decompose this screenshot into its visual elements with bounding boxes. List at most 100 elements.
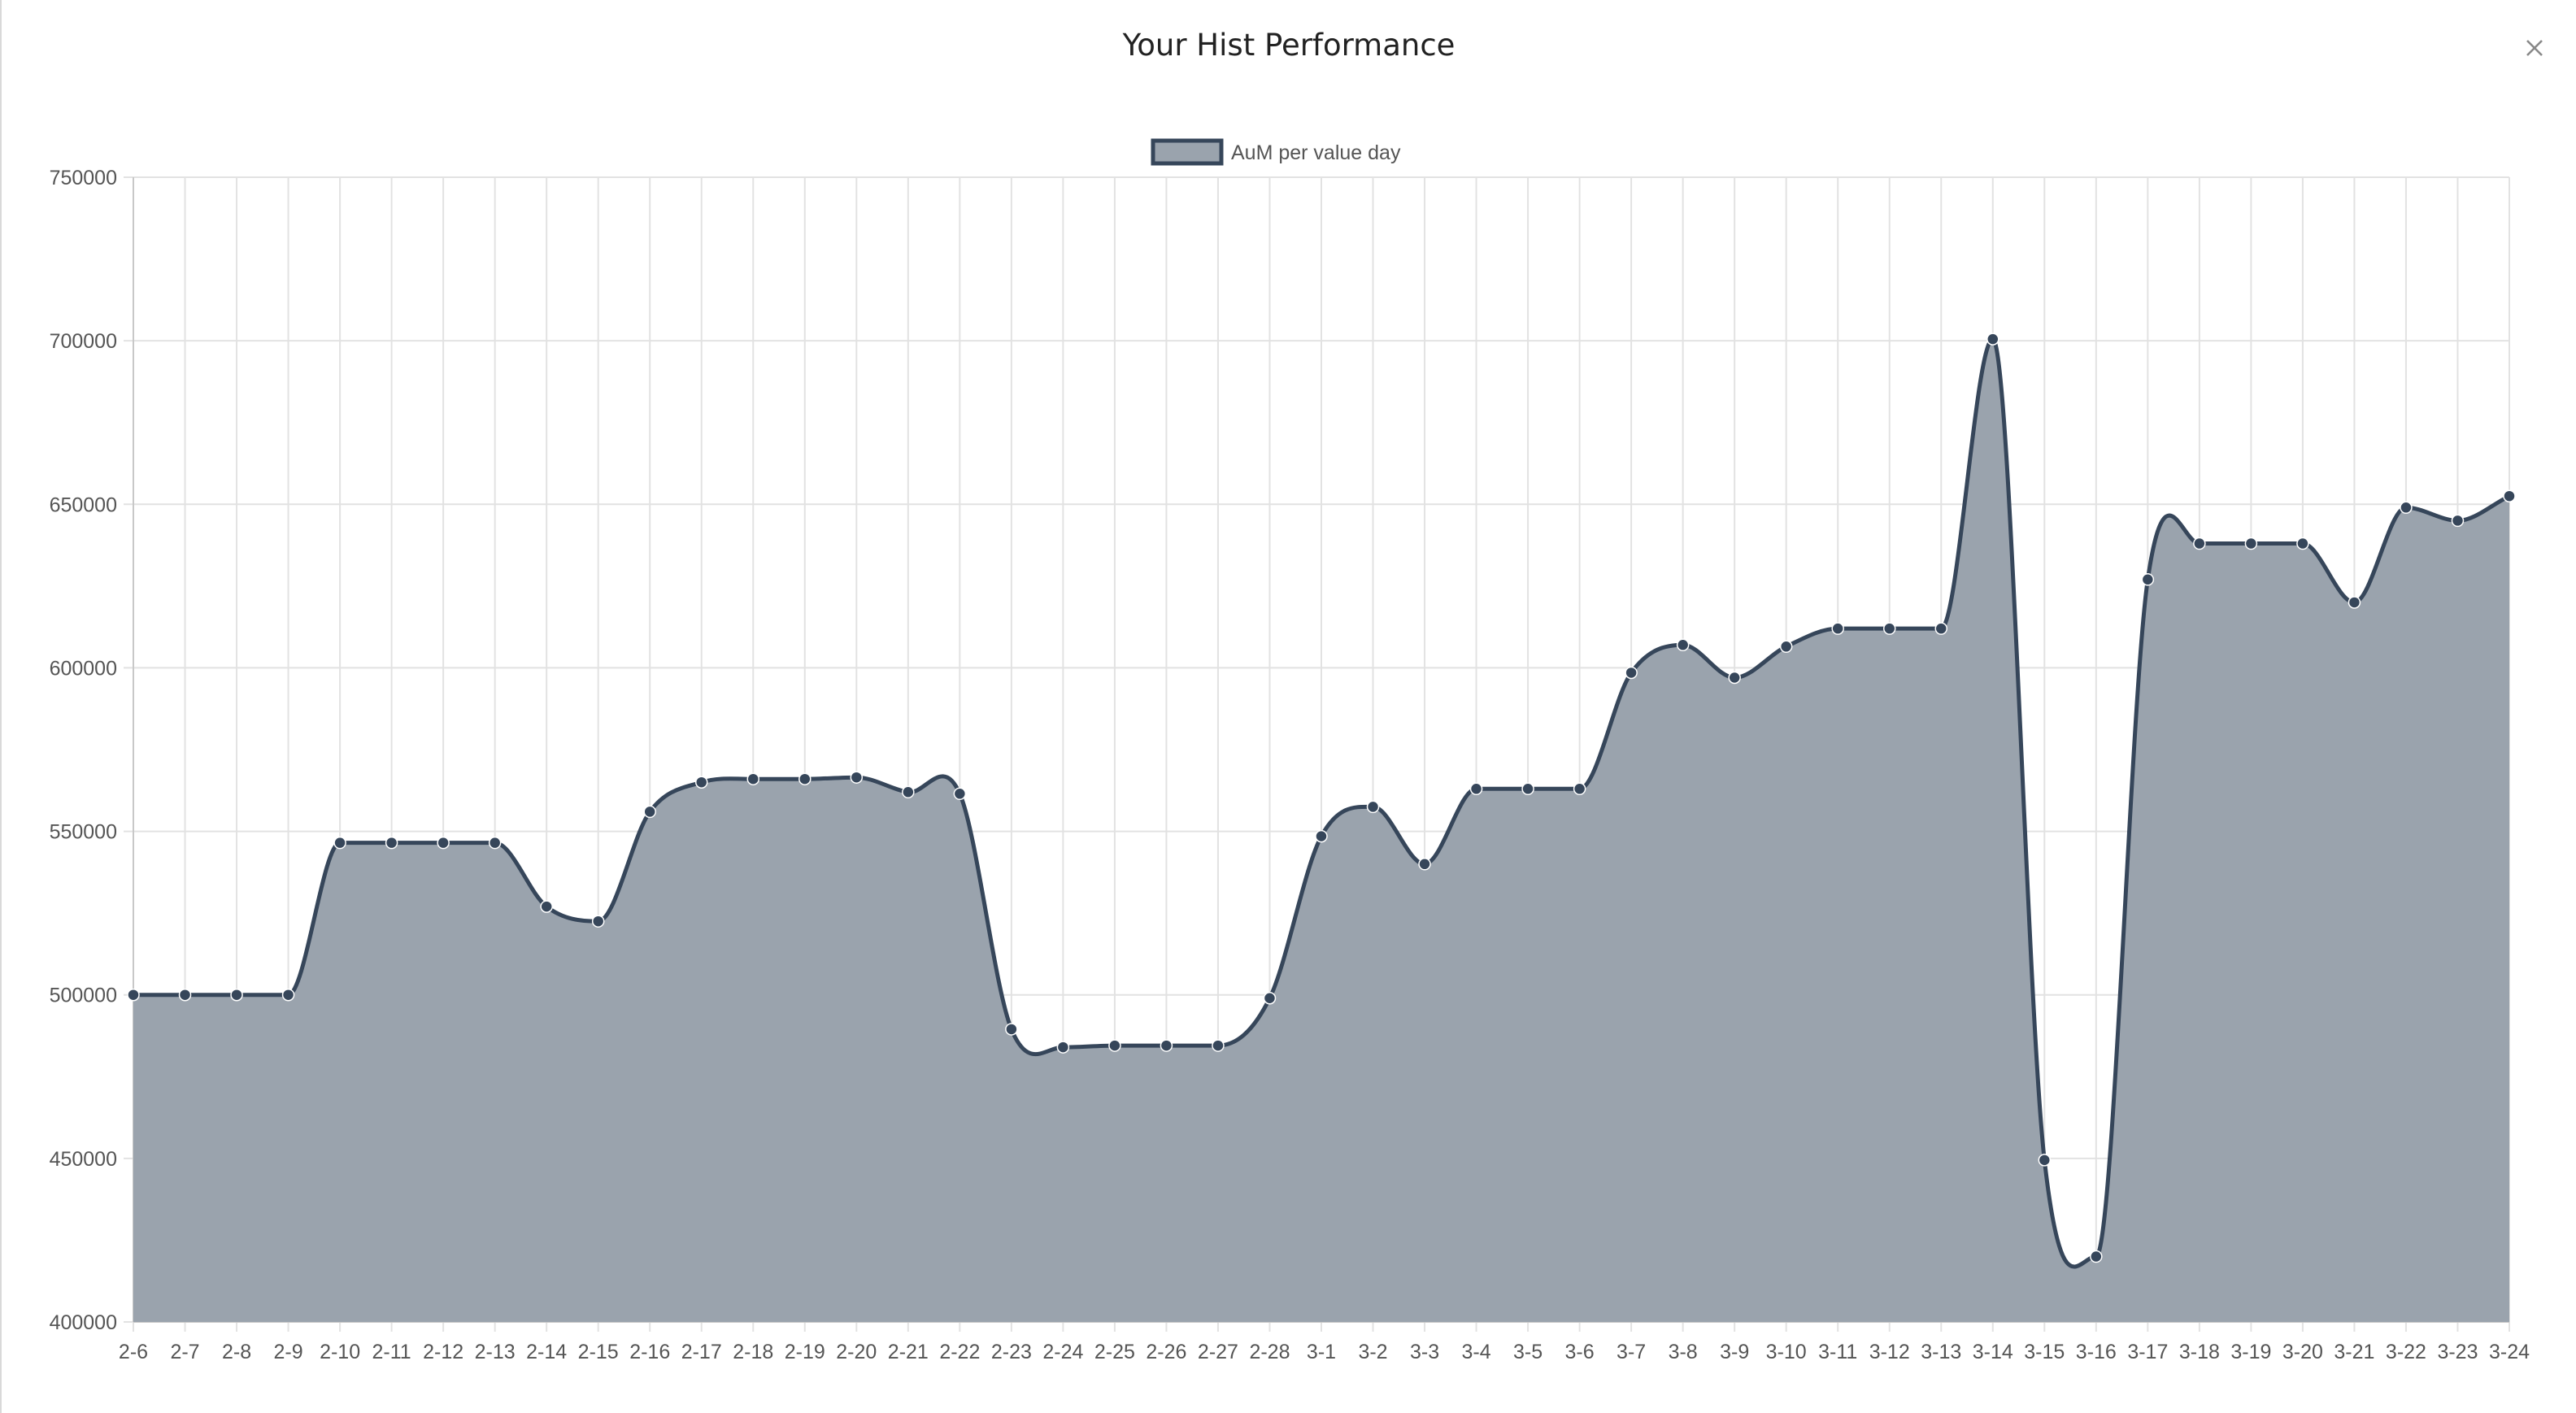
x-tick-label: 2-6: [119, 1341, 148, 1363]
data-point: [902, 785, 915, 799]
x-tick-label: 2-7: [170, 1341, 199, 1363]
x-tick-label: 3-13: [1921, 1341, 1961, 1363]
data-point: [1212, 1039, 1225, 1052]
data-point: [1934, 622, 1948, 635]
data-point: [1728, 671, 1741, 685]
x-tick-label: 3-7: [1617, 1341, 1646, 1363]
x-tick-label: 3-16: [2076, 1341, 2117, 1363]
data-point: [540, 900, 553, 913]
x-tick-label: 2-8: [222, 1341, 251, 1363]
data-point: [1986, 333, 1999, 346]
data-point: [2400, 501, 2413, 515]
modal-title: Your Hist Performance: [1122, 28, 1456, 63]
data-point: [1831, 622, 1844, 635]
close-icon[interactable]: [2516, 29, 2552, 65]
data-point: [1005, 1023, 1018, 1036]
data-point: [2451, 514, 2465, 528]
x-tick-label: 3-22: [2386, 1341, 2426, 1363]
x-tick-label: 2-28: [1249, 1341, 1290, 1363]
x-tick-label: 3-4: [1461, 1341, 1490, 1363]
x-tick-label: 3-1: [1307, 1341, 1336, 1363]
y-tick-label: 600000: [50, 657, 117, 680]
data-point: [488, 836, 502, 850]
y-tick-label: 400000: [50, 1311, 117, 1334]
data-point: [694, 776, 708, 789]
legend-label: AuM per value day: [1231, 141, 1401, 164]
data-point: [127, 988, 140, 1002]
y-tick-label: 650000: [50, 493, 117, 516]
data-point: [1315, 829, 1328, 843]
data-point: [385, 836, 398, 850]
data-point: [1779, 640, 1793, 654]
x-tick-label: 3-24: [2489, 1341, 2530, 1363]
x-tick-label: 2-15: [578, 1341, 619, 1363]
data-point: [2141, 573, 2155, 586]
data-point: [2090, 1250, 2103, 1263]
data-point: [1521, 782, 1534, 796]
data-point: [2244, 537, 2258, 550]
data-point: [333, 836, 346, 850]
data-point: [437, 836, 450, 850]
data-point: [230, 988, 243, 1002]
data-point: [2038, 1154, 2052, 1167]
data-point: [1160, 1039, 1173, 1052]
y-tick-label: 500000: [50, 985, 117, 1007]
y-tick-label: 550000: [50, 821, 117, 844]
legend-swatch: [1151, 138, 1224, 166]
x-tick-label: 3-10: [1766, 1341, 1807, 1363]
x-tick-label: 3-18: [2179, 1341, 2220, 1363]
x-tick-label: 2-20: [836, 1341, 877, 1363]
x-tick-label: 2-22: [939, 1341, 980, 1363]
x-tick-label: 2-14: [526, 1341, 567, 1363]
data-point: [281, 988, 295, 1002]
data-point: [1625, 666, 1638, 680]
y-tick-label: 750000: [50, 167, 117, 189]
x-tick-label: 3-3: [1410, 1341, 1439, 1363]
data-point: [953, 787, 967, 801]
x-tick-label: 2-21: [888, 1341, 929, 1363]
x-tick-label: 3-23: [2437, 1341, 2478, 1363]
data-point: [1263, 991, 1277, 1005]
x-tick-label: 2-16: [629, 1341, 670, 1363]
x-tick-label: 2-13: [475, 1341, 516, 1363]
x-tick-label: 3-19: [2230, 1341, 2271, 1363]
x-tick-label: 3-17: [2127, 1341, 2168, 1363]
data-point: [1469, 782, 1483, 796]
x-tick-label: 2-10: [320, 1341, 360, 1363]
y-tick-label: 450000: [50, 1148, 117, 1171]
x-tick-label: 2-11: [372, 1341, 411, 1363]
x-tick-label: 2-9: [273, 1341, 302, 1363]
data-point: [1418, 858, 1431, 871]
data-point: [2296, 537, 2309, 550]
x-tick-label: 2-27: [1198, 1341, 1238, 1363]
x-tick-label: 3-9: [1720, 1341, 1749, 1363]
x-tick-label: 2-23: [991, 1341, 1032, 1363]
data-point: [643, 805, 656, 819]
x-tick-label: 3-15: [2024, 1341, 2065, 1363]
data-point: [1366, 800, 1380, 814]
x-tick-label: 2-24: [1042, 1341, 1083, 1363]
series-area-fill: [133, 339, 2509, 1322]
x-tick-label: 2-12: [423, 1341, 463, 1363]
data-point: [2193, 537, 2206, 550]
data-point: [2348, 596, 2361, 609]
data-point: [591, 915, 605, 928]
y-tick-label: 700000: [50, 330, 117, 353]
x-tick-label: 2-19: [785, 1341, 825, 1363]
data-point: [1676, 638, 1690, 652]
data-point: [746, 772, 760, 785]
x-tick-label: 2-26: [1146, 1341, 1186, 1363]
x-tick-label: 3-12: [1869, 1341, 1910, 1363]
x-tick-label: 3-2: [1358, 1341, 1387, 1363]
data-point: [1056, 1041, 1070, 1054]
x-tick-label: 3-5: [1513, 1341, 1543, 1363]
data-point: [1882, 622, 1896, 635]
data-point: [850, 771, 864, 784]
data-point: [178, 988, 192, 1002]
x-tick-label: 3-14: [1973, 1341, 2013, 1363]
x-tick-label: 3-8: [1669, 1341, 1698, 1363]
x-tick-label: 3-20: [2282, 1341, 2323, 1363]
x-tick-label: 3-6: [1565, 1341, 1595, 1363]
